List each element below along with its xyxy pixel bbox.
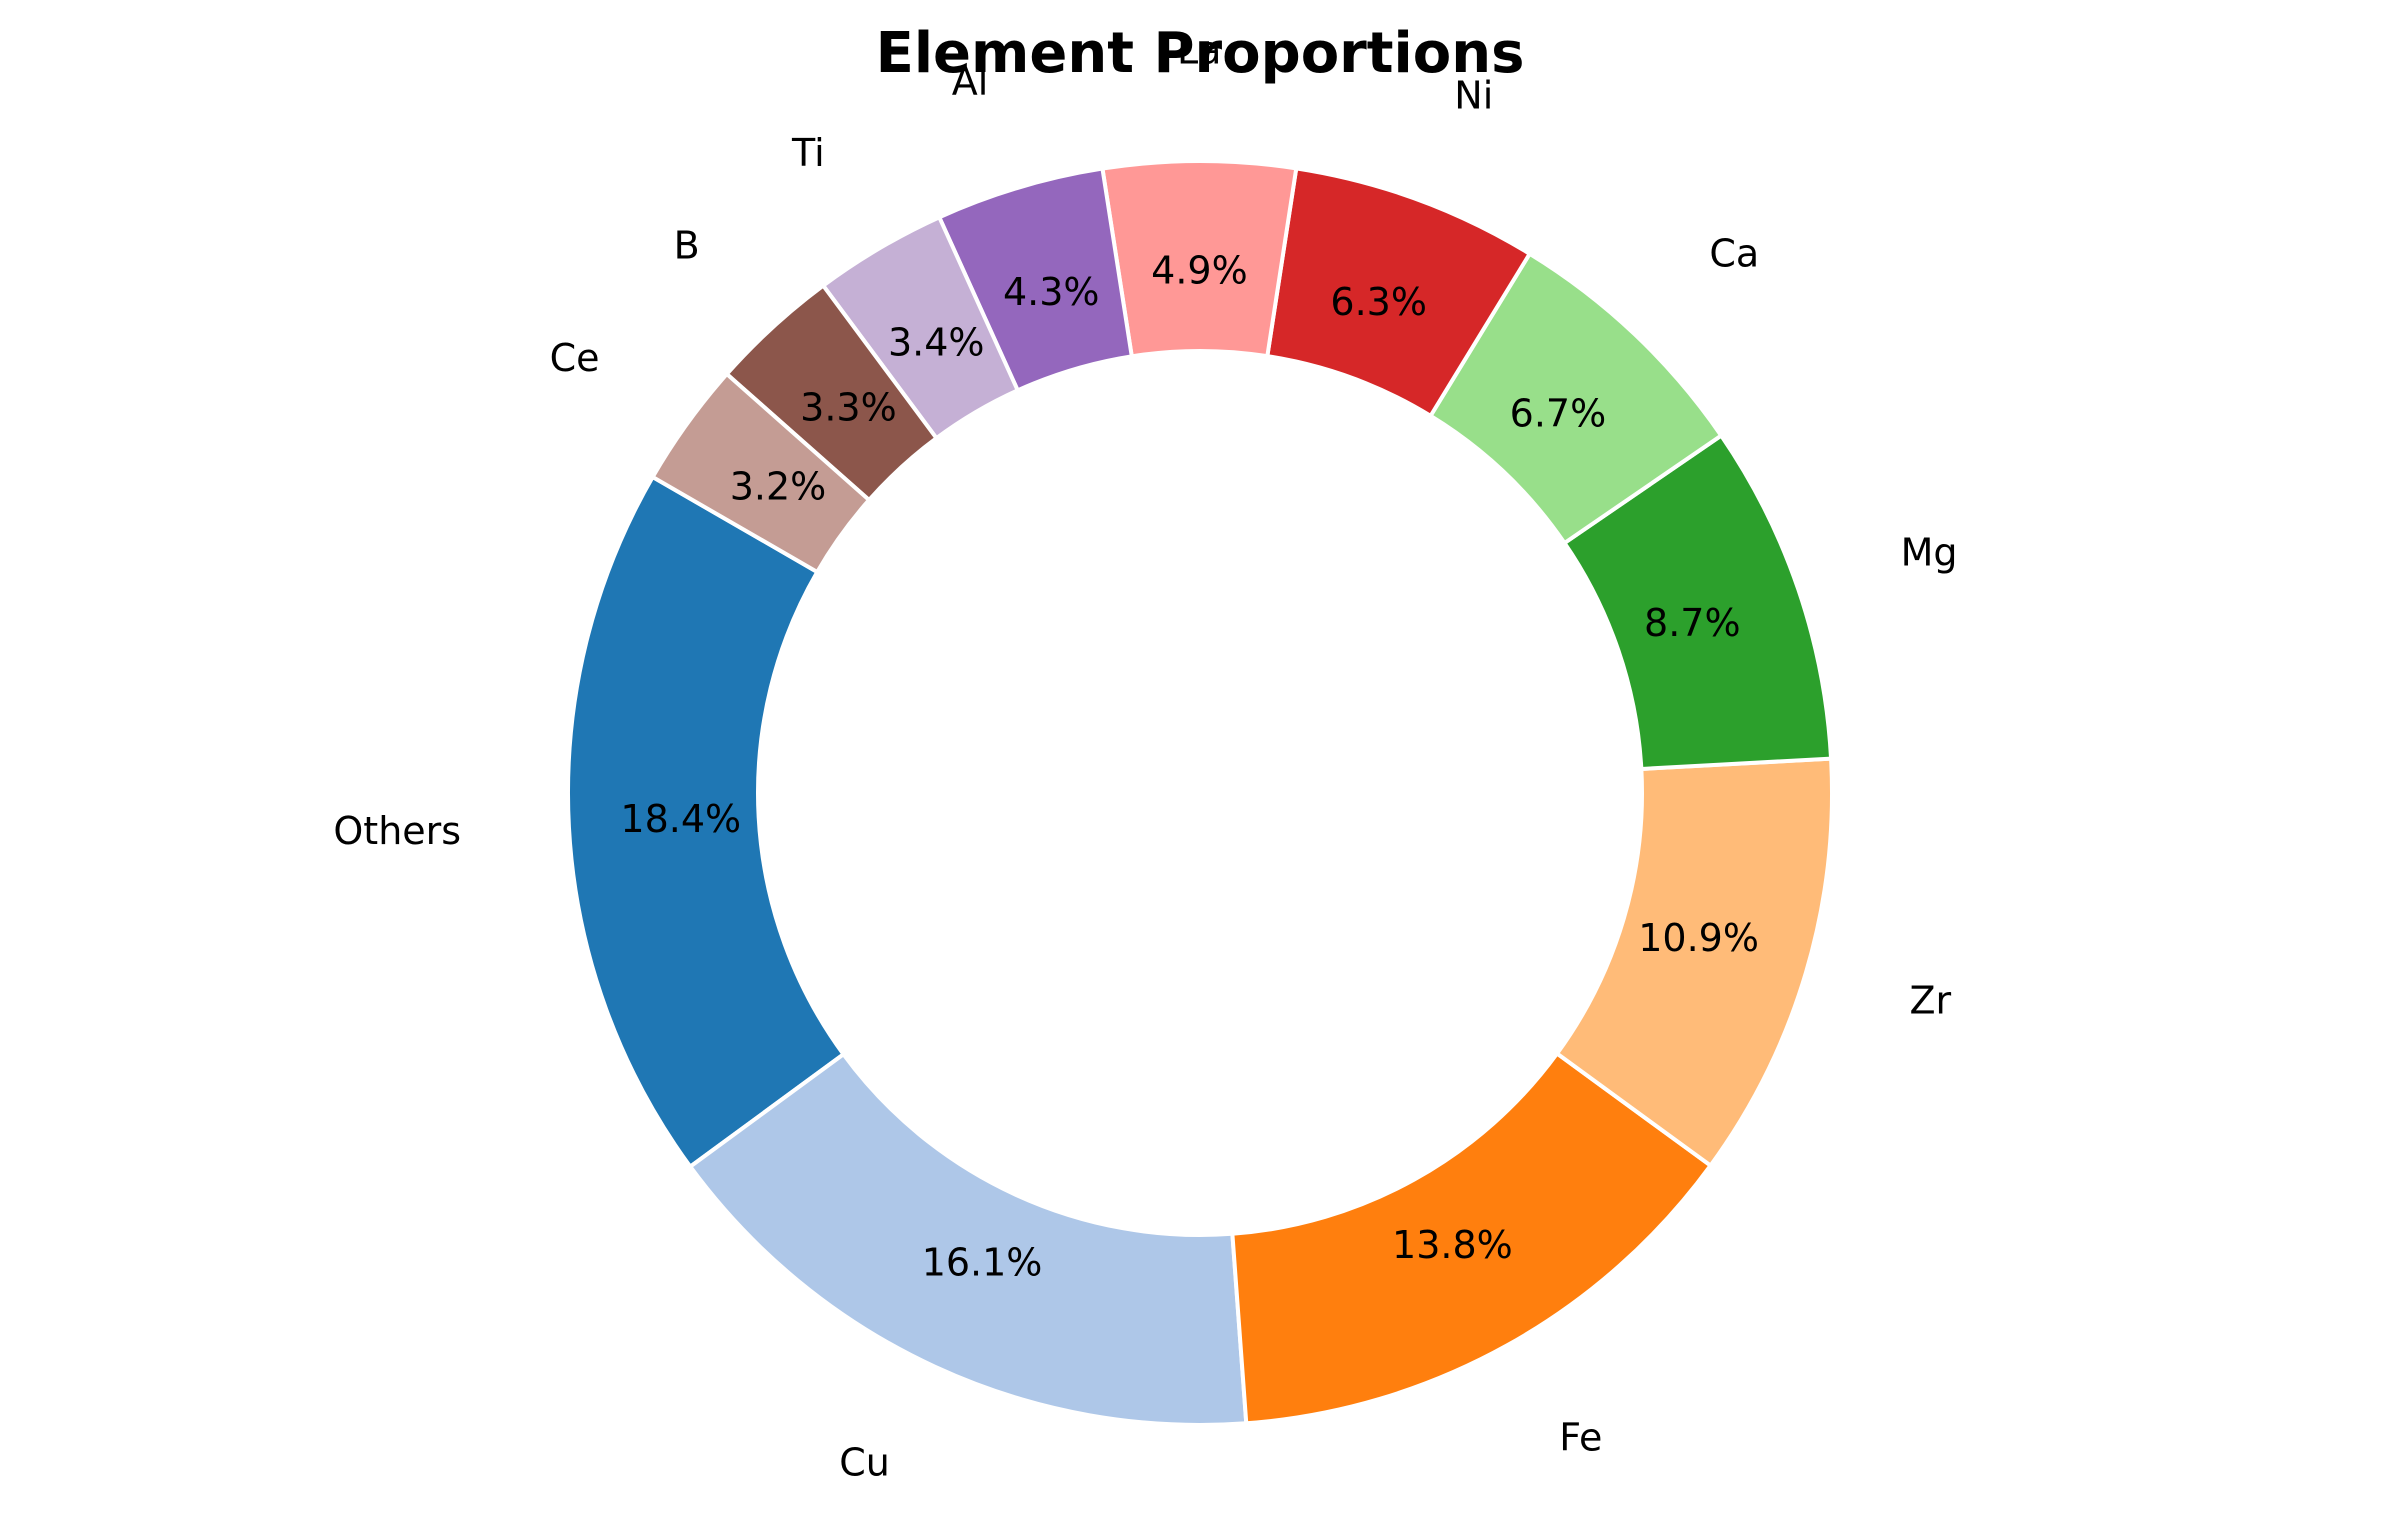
- slice-ce: [650, 372, 872, 574]
- category-label-others: Others: [333, 809, 461, 853]
- percent-label-others: 18.4%: [620, 797, 741, 841]
- percent-label-al: 4.3%: [1003, 270, 1100, 314]
- percent-label-zr: 10.9%: [1638, 916, 1759, 960]
- percent-label-cu: 16.1%: [922, 1241, 1043, 1285]
- percent-label-fe: 13.8%: [1392, 1223, 1513, 1267]
- percent-label-mg: 8.7%: [1644, 601, 1741, 645]
- category-label-zr: Zr: [1910, 979, 1952, 1023]
- percent-label-b: 3.3%: [800, 385, 897, 429]
- percent-label-la: 4.9%: [1151, 249, 1248, 293]
- category-label-cu: Cu: [839, 1440, 890, 1484]
- category-label-ce: Ce: [550, 336, 600, 380]
- labels-layer: Others 18.4% Cu 16.1% Fe 13.8% Zr 10.9% Mg 8.7% Ca…: [333, 29, 1957, 1485]
- slice-cu: [688, 1052, 1249, 1427]
- category-label-ni: Ni: [1454, 74, 1493, 118]
- chart-title: Element Proportions: [876, 21, 1525, 86]
- slices-layer: [566, 159, 1834, 1427]
- category-label-fe: Fe: [1559, 1415, 1602, 1459]
- percent-label-ni: 6.3%: [1330, 280, 1427, 324]
- category-label-la: La: [1177, 29, 1221, 73]
- slice-others: [566, 475, 846, 1169]
- category-label-al: Al: [952, 59, 989, 103]
- percent-label-ti: 3.4%: [888, 320, 985, 364]
- category-label-ca: Ca: [1709, 232, 1759, 276]
- percent-label-ca: 6.7%: [1510, 391, 1607, 435]
- slice-fe: [1230, 1051, 1713, 1426]
- category-label-mg: Mg: [1901, 530, 1958, 574]
- percent-label-ce: 3.2%: [730, 465, 827, 509]
- category-label-b: B: [674, 223, 700, 267]
- category-label-ti: Ti: [791, 131, 825, 175]
